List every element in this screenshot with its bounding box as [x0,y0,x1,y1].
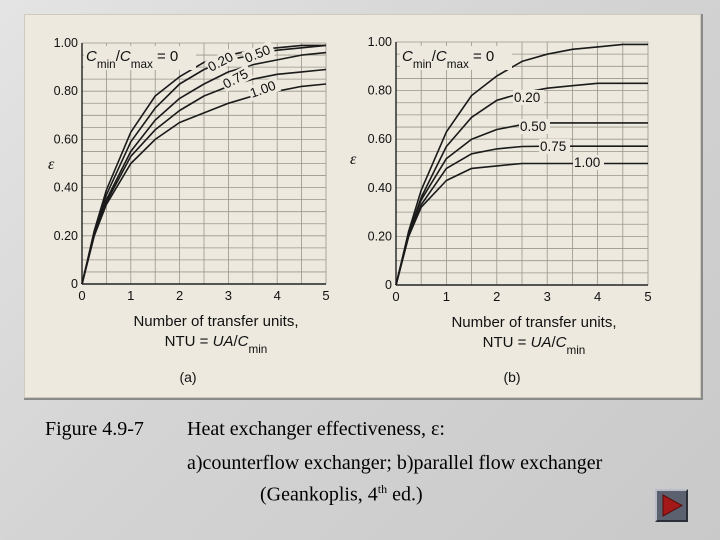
x-axis-label-line2-part: min [566,344,585,357]
y-tick-label: 0.20 [368,229,392,243]
play-arrow-icon [662,494,684,517]
y-tick-label: 0.60 [368,132,392,146]
legend-title-part: min [97,58,116,71]
curve-label-background [246,76,282,102]
series-curve-0.50 [81,51,327,285]
x-axis-label-line2-part: min [248,343,267,356]
curve-label-background [204,47,239,76]
x-tick-label: 3 [225,288,232,303]
series-curve-0.50 [395,122,648,286]
y-tick-label: 0 [385,278,392,292]
x-tick-label: 2 [176,288,183,303]
caption-line-3: (Geankoplis, 4th ed.) [260,482,423,507]
curve-label-background [513,90,544,105]
series-curve-1.00 [81,83,327,285]
caption-line-1: Heat exchanger effectiveness, ε: [187,418,445,440]
x-tick-label: 4 [274,288,281,303]
legend-title-background [84,46,196,70]
x-axis-label-line2-part: C [238,333,249,350]
x-axis-label-line2-part: UA [213,333,234,350]
x-axis-label-line2-part: / [551,334,556,351]
panel-label: (a) [179,369,196,385]
curve-label-background [241,40,276,67]
x-axis-label-line2-part: / [233,333,238,350]
edition-superscript: th [377,482,388,496]
legend-title-part: C [436,48,447,65]
y-tick-label: 1.00 [368,35,392,49]
citation-suffix: ed.) [387,483,423,506]
y-tick-label: 0.20 [54,229,78,243]
curve-label: 0.50 [520,119,546,134]
legend-title-part: = 0 [469,48,494,65]
series-curve-0.20 [81,44,327,285]
curve-label: 0.75 [540,139,566,154]
y-tick-label: 0.40 [368,181,392,195]
legend-title-part: max [131,58,153,71]
curve-label-background [539,139,570,154]
x-tick-label: 0 [78,288,85,303]
y-tick-label: 0.80 [368,84,392,98]
x-axis-label-line2: NTU = UA/Cmin [165,333,268,356]
x-tick-label: 4 [594,289,601,304]
x-tick-label: 1 [443,289,450,304]
figure-label: Figure 4.9-7 [45,418,144,440]
y-tick-label: 0.80 [54,84,78,98]
curve-label-background [519,119,550,134]
x-tick-label: 0 [392,289,399,304]
x-tick-label: 2 [493,289,500,304]
legend-title-part: / [116,48,121,65]
x-axis-label-line2: NTU = UA/Cmin [483,334,586,357]
legend-title-part: C [86,48,97,65]
x-axis-label-line1: Number of transfer units, [133,313,298,330]
x-axis-label-line2-part: NTU = [165,333,213,350]
legend-title-part: max [447,58,469,71]
curve-label: 0.20 [514,90,540,105]
x-axis-label-line2-part: C [556,334,567,351]
y-axis-label: ε [48,156,55,173]
y-tick-label: 1.00 [54,36,78,50]
x-tick-label: 5 [644,289,651,304]
y-tick-label: 0 [71,277,78,291]
legend-title-background [400,46,512,70]
x-tick-label: 1 [127,288,134,303]
y-tick-label: 0.40 [54,181,78,195]
legend-title-part: = 0 [153,48,178,65]
caption-line-2: a)counterflow exchanger; b)parallel flow… [187,452,603,474]
legend-title-part: / [432,48,437,65]
x-tick-label: 3 [544,289,551,304]
curve-label-background [573,155,604,170]
legend-title-part: C [120,48,131,65]
legend-title-part: C [402,48,413,65]
legend-title: Cmin/Cmax = 0 [402,48,494,71]
y-tick-label: 0.60 [54,132,78,146]
curve-label: 1.00 [574,155,600,170]
curve-label: 1.00 [248,78,278,101]
x-tick-label: 5 [322,288,329,303]
curve-label-background [219,64,254,93]
x-axis-label-line2-part: UA [531,334,552,351]
x-axis-label-line1: Number of transfer units, [451,314,616,331]
citation-text: (Geankoplis, 4 [260,483,378,506]
next-slide-button[interactable] [655,489,688,522]
legend-title-part: min [413,58,432,71]
legend-title: Cmin/Cmax = 0 [86,48,178,71]
x-axis-label-line2-part: NTU = [483,334,531,351]
y-axis-label: ε [350,151,357,168]
figure-scan: 0 1 2 3 4 5 0 0.20 0.40 0.60 0.80 1.00 ε Cmin/Cmax = … [24,14,703,400]
panel-label: (b) [503,369,520,385]
